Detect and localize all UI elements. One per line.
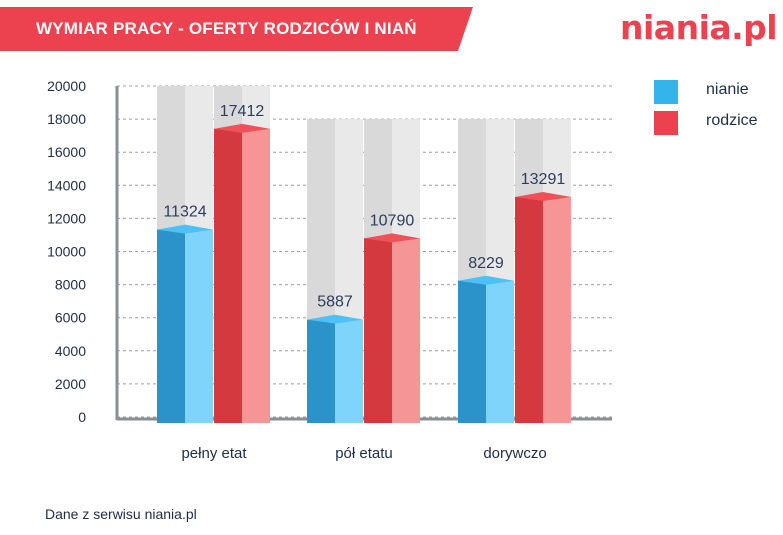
bar-rodzice-full-time-dark-face [214,128,242,423]
banner-shape [0,7,473,51]
y-tick-label-16000: 16000 [47,144,86,160]
niania-logo: niania.pl [620,8,778,47]
bar-nianie-occasional-dark-face [458,280,486,423]
x-tick-label-full-time: pełny etat [181,445,247,462]
bar-nianie-half-time-dark-face [307,319,335,423]
y-tick-label-6000: 6000 [55,310,86,326]
data-label-rodzice-half-time: 10790 [370,212,415,229]
bar-nianie-occasional-top [458,275,514,285]
legend-swatch-rodzice [654,111,678,135]
x-tick-label-occasional: dorywczo [483,445,546,462]
y-tick-label-2000: 2000 [55,376,86,392]
y-tick-label-4000: 4000 [55,343,86,359]
y-tick-label-8000: 8000 [55,277,86,293]
y-tick-label-20000: 20000 [47,78,86,94]
header-banner: WYMIAR PRACY - OFERTY RODZICÓW I NIAŃ ni… [0,0,783,60]
y-tick-label-10000: 10000 [47,244,86,260]
bar-rodzice-half-time-light-face [392,238,420,423]
chart-title: WYMIAR PRACY - OFERTY RODZICÓW I NIAŃ [36,19,417,38]
bar-rodzice-half-time-top [364,233,420,243]
bar-nianie-full-time-top [157,224,213,234]
bar-rodzice-half-time-dark-face [364,238,392,423]
legend-label-rodzice: rodzice [706,112,758,129]
bar-nianie-full-time-light-face [185,229,213,423]
y-tick-label-14000: 14000 [47,177,86,193]
y-tick-label-0: 0 [78,409,86,425]
bar-rodzice-occasional-dark-face [515,197,543,423]
y-tick-label-18000: 18000 [47,111,86,127]
bar-nianie-half-time-top [307,314,363,324]
bar-nianie-full-time-dark-face [157,229,185,423]
data-label-rodzice-full-time: 17412 [220,103,265,120]
source-footer: Dane z serwisu niania.pl [45,506,197,522]
data-label-nianie-occasional: 8229 [468,255,504,272]
legend-label-nianie: nianie [706,81,749,98]
bar-nianie-half-time-light-face [335,319,363,423]
bar-rodzice-full-time-top [214,123,270,133]
data-label-nianie-full-time: 11324 [163,204,206,221]
bar-rodzice-occasional-top [515,192,571,202]
bar-rodzice-full-time-light-face [242,128,270,423]
bar-rodzice-occasional-light-face [543,197,571,423]
x-tick-label-half-time: pół etatu [335,445,393,462]
y-tick-label-12000: 12000 [47,210,86,226]
data-label-nianie-half-time: 5887 [317,294,353,311]
legend-swatch-nianie [654,80,678,104]
bar-nianie-occasional-light-face [486,280,514,423]
data-label-rodzice-occasional: 13291 [521,171,566,188]
